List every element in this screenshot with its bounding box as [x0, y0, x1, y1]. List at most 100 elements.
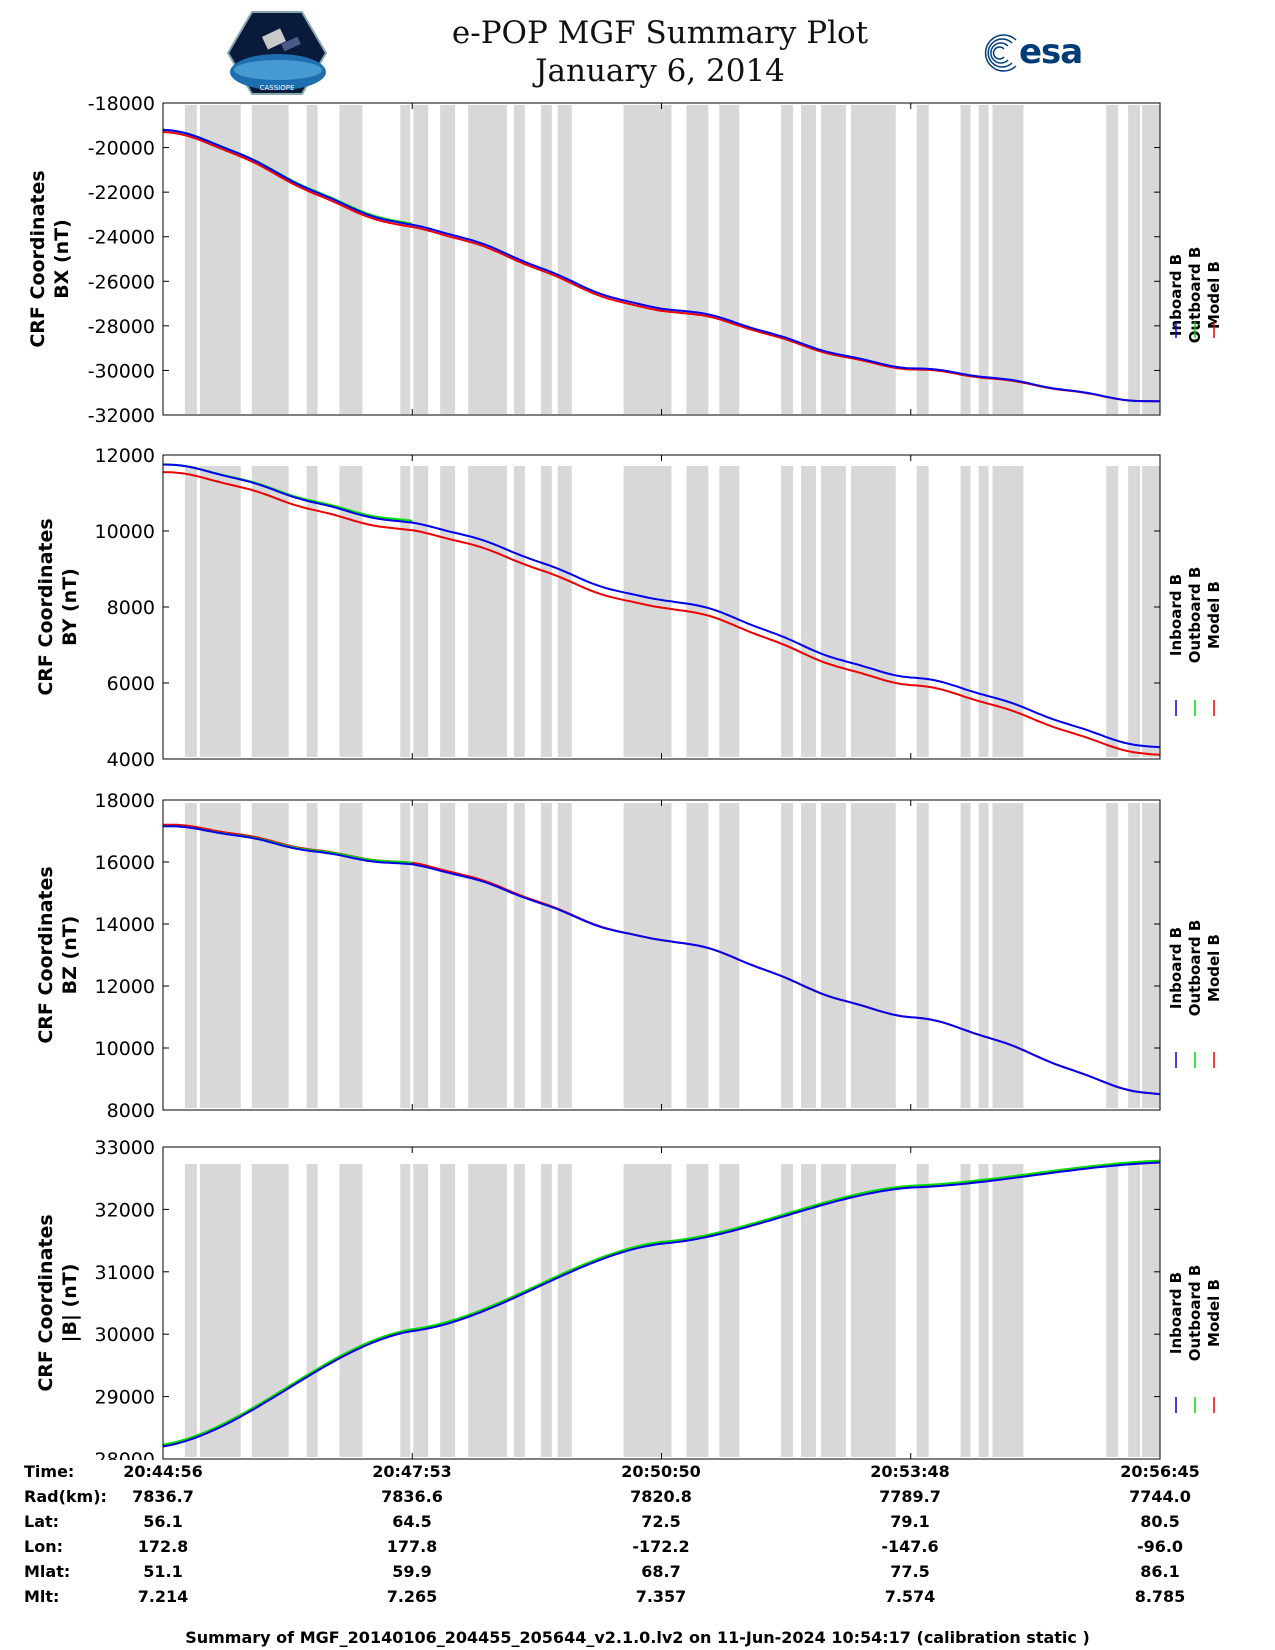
data-gap-band — [306, 466, 318, 757]
ephemeris-value: 59.9 — [392, 1562, 432, 1581]
data-gap-band — [199, 1164, 241, 1457]
ephemeris-value: 7836.7 — [132, 1487, 194, 1506]
y-tick-label: -18000 — [88, 93, 155, 115]
data-gap-band — [1128, 105, 1141, 414]
ephemeris-value: 7820.8 — [630, 1487, 692, 1506]
ephemeris-value: 20:50:50 — [621, 1462, 701, 1481]
ephemeris-table: Time: 20:44:56 20:47:53 20:50:50 20:53:48 20:… — [0, 1462, 1275, 1612]
data-gap-band — [978, 803, 989, 1108]
y-tick-label: 28000 — [95, 1449, 155, 1460]
ephemeris-row-label: Lon: — [24, 1537, 63, 1556]
ephemeris-value: 86.1 — [1140, 1562, 1180, 1581]
y-tick-label: -22000 — [88, 182, 155, 204]
legend-label-outboard-b: Outboard B — [1186, 567, 1204, 664]
data-gap-band — [978, 105, 989, 414]
y-axis-label: BY (nT) — [59, 568, 81, 646]
series-line-inboard-b — [162, 463, 1161, 749]
data-gap-band — [557, 803, 572, 1108]
y-tick-label: 8000 — [107, 1100, 155, 1122]
data-gap-band — [468, 105, 507, 414]
ephemeris-value: 20:53:48 — [870, 1462, 950, 1481]
data-gap-band — [339, 466, 363, 757]
y-tick-label: 10000 — [95, 1038, 155, 1060]
ephemeris-row: Rad(km): 7836.7 7836.6 7820.8 7789.7 7744.0 — [0, 1487, 1275, 1511]
legend-label-inboard-b: Inboard B — [1167, 574, 1185, 656]
series-line-model-b — [162, 471, 1161, 756]
data-gap-band — [801, 105, 817, 414]
chart-panel-4: 33000 32000 31000 30000 29000 28000 CRF Coordi… — [35, 1137, 1223, 1460]
data-gap-band — [719, 466, 740, 757]
y-tick-label: 31000 — [95, 1262, 155, 1284]
data-gap-band — [251, 105, 289, 414]
ephemeris-row-label: Time: — [24, 1462, 75, 1481]
data-gap-band — [960, 466, 971, 757]
data-gap-band — [801, 1164, 817, 1457]
ephemeris-row-label: Rad(km): — [24, 1487, 107, 1506]
data-gap-band — [184, 1164, 197, 1457]
data-gap-band — [801, 466, 817, 757]
data-gap-band — [540, 105, 552, 414]
ephemeris-row: Time: 20:44:56 20:47:53 20:50:50 20:53:48 20:… — [0, 1462, 1275, 1486]
data-gap-band — [1106, 466, 1119, 757]
y-axis-label: CRF Coordinates — [35, 866, 57, 1043]
data-gap-band — [916, 105, 929, 414]
ephemeris-value: 77.5 — [890, 1562, 930, 1581]
ephemeris-value: 56.1 — [143, 1512, 183, 1531]
series-line-outboard-b — [162, 1159, 1161, 1446]
y-tick-label: -32000 — [88, 405, 155, 427]
y-tick-label: -26000 — [88, 271, 155, 293]
data-gap-band — [540, 1164, 552, 1457]
y-axis-label: CRF Coordinates — [35, 1214, 57, 1391]
data-gap-band — [916, 466, 929, 757]
plots-area: -18000 -20000 -22000 -24000 -26000 -28000 -300… — [27, 93, 1223, 1460]
legend-label-model-b: Model B — [1205, 1279, 1223, 1347]
ephemeris-value: 20:56:45 — [1120, 1462, 1200, 1481]
header: CASSIOPE e-POP MGF Summary Plot January … — [0, 0, 1275, 100]
data-gap-band — [468, 466, 507, 757]
legend-label-outboard-b: Outboard B — [1186, 920, 1204, 1017]
ephemeris-value: 64.5 — [392, 1512, 432, 1531]
ephemeris-value: 7.357 — [635, 1587, 687, 1606]
data-gap-band — [686, 466, 709, 757]
chart-panel-1: -18000 -20000 -22000 -24000 -26000 -28000 -300… — [27, 93, 1223, 427]
data-gap-band — [400, 466, 411, 757]
series-line-inboard-b — [162, 1161, 1161, 1448]
ephemeris-value: -172.2 — [632, 1537, 690, 1556]
esa-logo-text: esa — [1019, 32, 1083, 72]
summary-line: Summary of MGF_20140106_204455_205644_v2… — [185, 1628, 1090, 1647]
data-gap-band — [960, 1164, 971, 1457]
y-tick-label: 32000 — [95, 1199, 155, 1221]
ephemeris-value: 68.7 — [641, 1562, 681, 1581]
ephemeris-value: 79.1 — [890, 1512, 930, 1531]
data-gap-band — [1142, 1164, 1160, 1457]
ephemeris-value: 20:44:56 — [123, 1462, 203, 1481]
y-tick-label: 18000 — [95, 790, 155, 812]
data-gap-band — [251, 803, 289, 1108]
data-gap-band — [440, 1164, 456, 1457]
data-gap-band — [513, 1164, 525, 1457]
y-axis-label: BZ (nT) — [59, 916, 81, 995]
data-gap-band — [850, 1164, 896, 1457]
data-gap-band — [513, 803, 525, 1108]
data-gap-band — [339, 1164, 363, 1457]
data-gap-band — [184, 466, 197, 757]
data-gap-band — [557, 105, 572, 414]
y-tick-label: 4000 — [107, 749, 155, 771]
ephemeris-value: 20:47:53 — [372, 1462, 452, 1481]
data-gap-band — [440, 466, 456, 757]
data-gap-band — [199, 466, 241, 757]
data-gap-band — [184, 803, 197, 1108]
data-gap-band — [623, 466, 672, 757]
data-gap-band — [960, 803, 971, 1108]
data-gap-band — [306, 105, 318, 414]
series-line-inboard-b — [163, 825, 1161, 1096]
ephemeris-value: 7.574 — [884, 1587, 936, 1606]
data-gap-band — [540, 803, 552, 1108]
data-gap-band — [199, 803, 241, 1108]
data-gap-band — [821, 1164, 846, 1457]
data-gap-band — [719, 1164, 740, 1457]
data-gap-band — [623, 1164, 672, 1457]
data-gap-band — [306, 803, 318, 1108]
data-gap-band — [413, 105, 429, 414]
data-gap-band — [440, 105, 456, 414]
